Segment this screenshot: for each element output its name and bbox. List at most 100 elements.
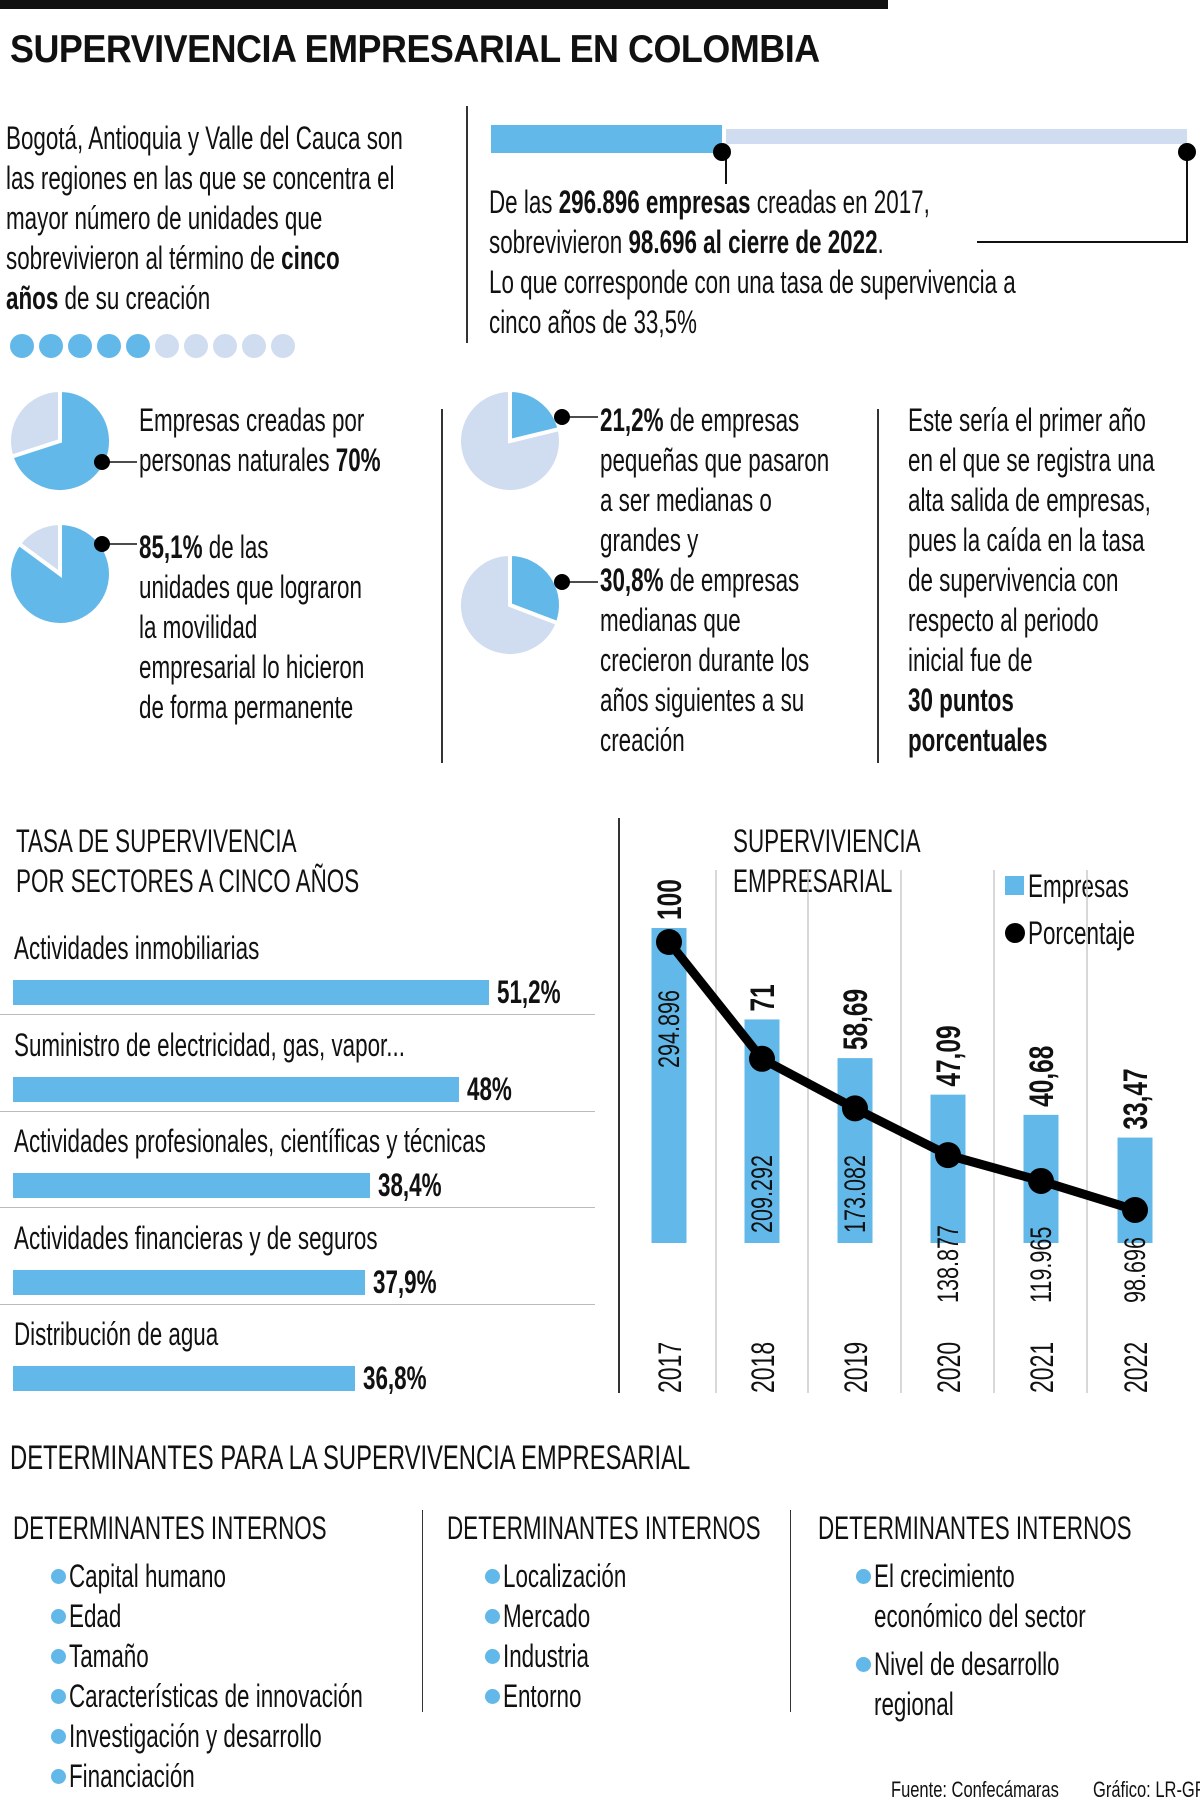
percent-point [656,929,682,955]
determinant-item: Localización [503,1556,626,1596]
determinant-item: Nivel de desarrollo regional [874,1644,1060,1724]
text-segment: pues la caída en la tasa [908,522,1145,558]
sector-value-label: 48% [467,1070,513,1107]
bullet-icon [51,1729,66,1744]
text-line: Empresas creadas por [139,400,381,440]
bullet-icon [51,1649,66,1664]
year-label: 2017 [652,1342,688,1393]
sector-value-label: 38,4% [378,1167,442,1203]
divider [877,409,879,763]
percent-label: 47,09 [930,1025,968,1086]
text-line: 30,8% de empresas [600,560,829,600]
determinant-item: Investigación y desarrollo [69,1716,322,1756]
text-segment: alta salida de empresas, [908,482,1151,518]
percent-label: 58,69 [837,989,875,1050]
bar [651,928,687,1243]
text-line: pequeñas que pasaron [600,440,829,480]
percent-point [842,1095,868,1122]
top-rule [0,0,888,9]
title-line: POR SECTORES A CINCO AÑOS [16,863,360,899]
marker-dot [554,409,570,425]
survival-text: De las 296.896 empresas creadas en 2017,… [489,182,1016,342]
sector-bar [13,1269,366,1295]
text-line: pues la caída en la tasa [908,520,1155,560]
text-segment: empresarial lo hicieron [139,649,365,685]
year-label: 2021 [1024,1342,1060,1393]
filled-dot [97,334,121,358]
sector-bar [13,1366,356,1391]
marker-dot [94,536,110,552]
pie-slice-value [7,520,113,627]
percent-point [1122,1196,1148,1223]
pie-chart [7,520,137,627]
text-line: años de su creación [6,278,403,318]
row-separator [0,1014,595,1015]
text-segment: personas naturales [139,442,336,478]
bar [1117,1137,1153,1243]
determinants-heading: DETERMINANTES INTERNOS [13,1510,327,1546]
empty-dot [155,334,179,358]
survival-chart-title: SUPERVIVIENCIA EMPRESARIAL [733,821,921,901]
title-line: SUPERVIVIENCIA [733,823,921,859]
text-segment: a ser medianas o [600,482,772,518]
determinant-item: Industria [503,1636,589,1676]
highlight-text: 70% [335,442,381,478]
bullet-icon [856,1569,871,1584]
empty-dot [184,334,208,358]
text-segment: de supervivencia con [908,562,1119,598]
text-segment: inicial fue de [908,642,1033,678]
bullet-icon [856,1657,871,1672]
determinants-title: DETERMINANTES PARA LA SUPERVIVENCIA EMPR… [10,1439,691,1477]
row-separator [0,1110,595,1112]
text-segment: Bogotá, Antioquia y Valle del Cauca son [6,120,403,156]
pie-chart [457,551,598,658]
intro-text: Bogotá, Antioquia y Valle del Cauca son l… [6,118,403,318]
highlight-text: porcentuales [908,722,1048,758]
text-line: Capital humano [69,1558,226,1594]
page-title: SUPERVIVENCIA EMPRESARIAL EN COLOMBIA [10,28,820,71]
text-line: de supervivencia con [908,560,1155,600]
pie-chart [457,387,598,494]
text-line: Características de innovación [69,1678,363,1714]
text-line: unidades que lograron [139,567,364,607]
pie-slice-value [508,387,562,444]
text-segment: de forma permanente [139,689,354,725]
text-segment: medianas que [600,602,741,638]
filled-dot [39,334,63,358]
determinant-item: Características de innovación [69,1676,363,1716]
determinant-item: Capital humano [69,1556,226,1596]
year-label: 2019 [838,1342,874,1393]
text-line: medianas que [600,600,829,640]
bullet-icon [485,1609,500,1624]
title-line: TASA DE SUPERVIVENCIA [16,823,297,859]
text-segment: mayor número de unidades que [6,200,323,236]
text-line: Lo que corresponde con una tasa de super… [489,262,1016,302]
determinant-item: Financiación [69,1756,195,1796]
sector-value-label: 36,8% [363,1360,427,1396]
sector-label: Distribución de agua [14,1316,219,1352]
divider [441,409,443,763]
divider [466,106,468,343]
marker-dot [554,574,570,590]
pie-slice-value [8,387,113,494]
text-segment: Este sería el primer año [908,402,1146,438]
legend-label-empresas: Empresas [1028,868,1129,904]
text-line: empresarial lo hicieron [139,647,364,687]
determinant-item: Edad [69,1596,121,1636]
bar-value-label: 138.877 [930,1225,964,1303]
bar-value-label: 119.965 [1023,1227,1057,1303]
filled-dot [68,334,92,358]
year-label: 2018 [745,1342,781,1393]
text-line: de forma permanente [139,687,364,727]
text-line: Mercado [503,1598,591,1634]
row-separator [0,1303,595,1305]
determinants-heading: DETERMINANTES INTERNOS [447,1510,761,1546]
connector-line [1186,152,1188,242]
pie-chart [7,387,137,494]
text-segment: de su creación [58,280,211,316]
text-line: económico del sector [874,1598,1086,1634]
determinant-item: El crecimiento económico del sector [874,1556,1086,1636]
percent-label: 100 [651,879,689,920]
pie-text-2: 85,1% de las unidades que lograron la movi… [139,527,364,727]
text-segment: crecieron durante los [600,642,810,678]
